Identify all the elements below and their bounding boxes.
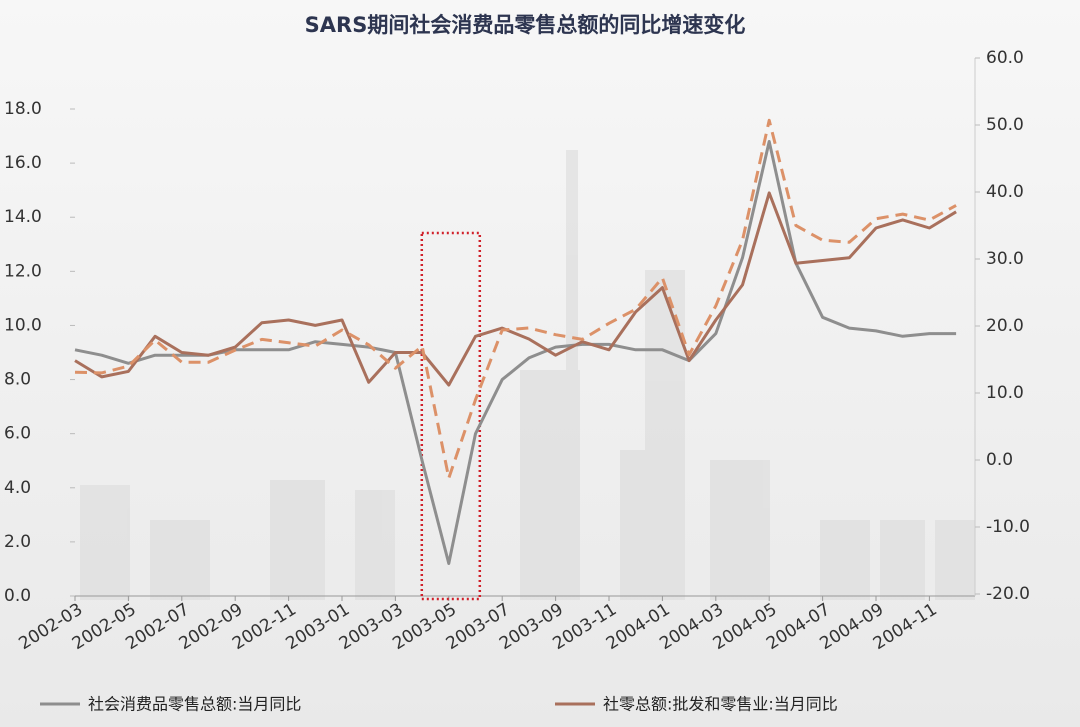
y2-tick-label: 40.0 [986,182,1024,202]
highlight-box [420,231,482,601]
y2-tick-label: 0.0 [986,450,1013,470]
y-tick-label: 6.0 [4,424,31,444]
y2-tick-label: -20.0 [986,584,1030,604]
y-tick-label: 0.0 [4,586,31,606]
y2-tick-label: 10.0 [986,383,1024,403]
chart-title: SARS期间社会消费品零售总额的同比增速变化 [305,13,746,37]
y-tick-label: 8.0 [4,370,31,390]
y-tick-label: 14.0 [4,207,42,227]
y-tick-label: 4.0 [4,478,31,498]
legend-label: 社会消费品零售总额:当月同比 [88,695,301,714]
y2-tick-label: 20.0 [986,316,1024,336]
skyline [80,150,975,600]
y-tick-label: 16.0 [4,153,42,173]
legend-label: 社零总额:批发和零售业:当月同比 [603,695,838,714]
y-tick-label: 18.0 [4,99,42,119]
y2-tick-label: 50.0 [986,115,1024,135]
y2-tick-label: 30.0 [986,249,1024,269]
y-tick-label: 12.0 [4,261,42,281]
series-line [74,191,957,387]
y2-tick-label: -10.0 [986,517,1030,537]
y-tick-label: 2.0 [4,532,31,552]
y-tick-label: 10.0 [4,315,42,335]
y2-tick-label: 60.0 [986,48,1024,68]
